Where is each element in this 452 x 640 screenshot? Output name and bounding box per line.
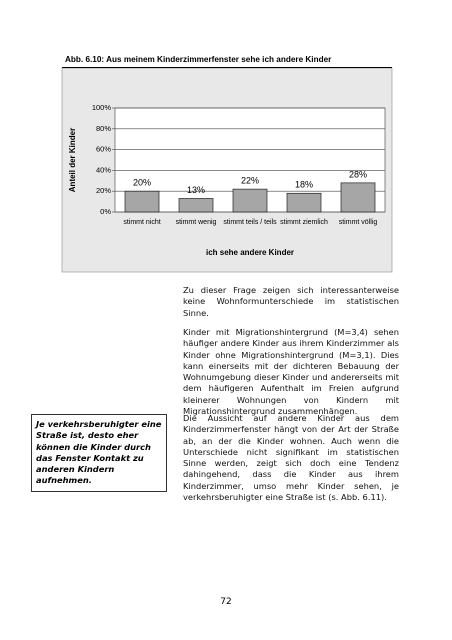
- chart-title: Abb. 6.10: Aus meinem Kinderzimmerfenste…: [65, 55, 332, 64]
- y-tick-label: 100%: [92, 103, 112, 112]
- paragraph: Zu dieser Frage zeigen sich interessante…: [183, 285, 399, 318]
- y-axis-title: Anteil der Kinder: [68, 128, 77, 192]
- y-tick-label: 0%: [100, 207, 111, 216]
- x-tick-label: stimmt teils / teils: [223, 219, 277, 226]
- x-tick-label: stimmt ziemlich: [280, 219, 328, 226]
- bar: [232, 188, 268, 213]
- chart: Abb. 6.10: Aus meinem Kinderzimmerfenste…: [61, 55, 393, 273]
- sidebar-note: Je verkehrsberuhigter eine Straße ist, d…: [31, 414, 167, 492]
- y-tick-label: 60%: [96, 145, 111, 154]
- y-tick-label: 20%: [96, 186, 111, 195]
- bar: [340, 182, 376, 213]
- x-tick-label: stimmt nicht: [123, 219, 161, 226]
- value-label: 18%: [295, 180, 313, 190]
- y-tick-label: 40%: [96, 165, 111, 174]
- value-label: 28%: [349, 169, 367, 179]
- value-label: 20%: [133, 178, 151, 188]
- value-label: 22%: [241, 175, 259, 185]
- x-axis-title: ich sehe andere Kinder: [206, 248, 294, 257]
- bar: [178, 198, 214, 213]
- page-number: 72: [220, 597, 232, 607]
- y-tick-label: 80%: [96, 124, 111, 133]
- paragraph: Die Aussicht auf andere Kinder aus dem K…: [183, 413, 399, 503]
- bar: [124, 190, 160, 213]
- paragraph: Kinder mit Migrationshintergrund (M=3,4)…: [183, 327, 399, 417]
- value-label: 13%: [187, 185, 205, 195]
- x-tick-label: stimmt völlig: [338, 219, 378, 226]
- bar: [286, 192, 322, 213]
- x-tick-label: stimmt wenig: [175, 219, 217, 226]
